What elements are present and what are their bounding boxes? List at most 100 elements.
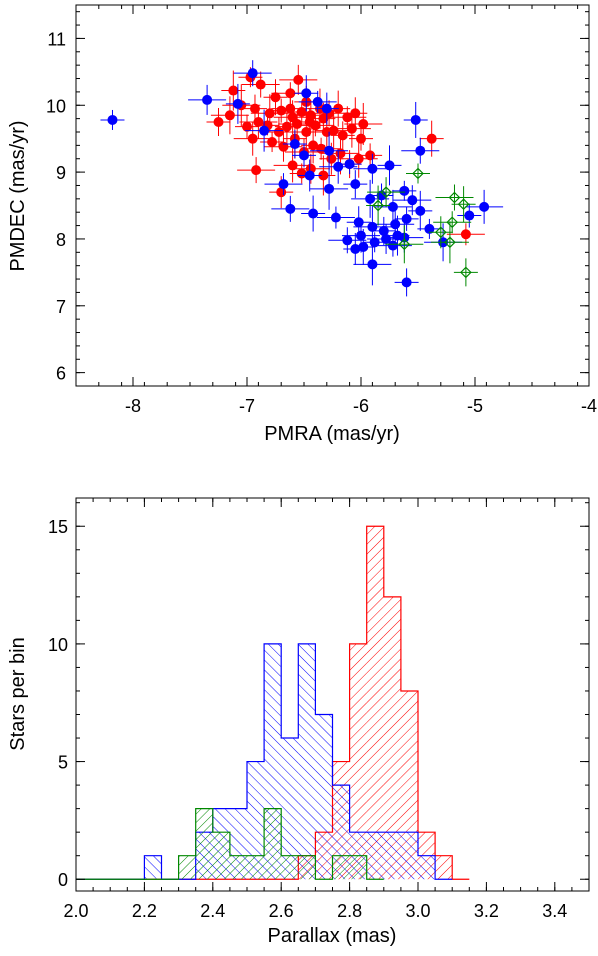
histogram-bar <box>247 761 265 880</box>
x-tick-label: 2.6 <box>269 901 294 921</box>
data-point <box>390 219 401 230</box>
data-point <box>372 199 384 212</box>
data-point <box>270 92 281 103</box>
histogram-bar <box>195 808 213 880</box>
data-point <box>242 121 252 132</box>
y-tick-label: 0 <box>58 870 68 890</box>
histogram-bar <box>178 855 196 880</box>
data-point <box>350 243 361 254</box>
histogram-bar <box>435 855 453 880</box>
data-point <box>350 108 361 119</box>
y-tick-label: 6 <box>56 364 66 384</box>
data-point <box>358 118 369 129</box>
data-point <box>293 74 304 85</box>
data-point <box>384 160 395 171</box>
data-point <box>448 191 461 204</box>
y-axis-ticks: 6 7 8 9 10 11 <box>46 11 589 384</box>
y-axis-ticks: 0 5 10 15 <box>48 502 589 890</box>
data-point <box>301 127 312 137</box>
data-point <box>412 167 424 180</box>
histogram-bar <box>349 643 367 880</box>
data-point <box>202 94 213 105</box>
data-point <box>247 133 258 144</box>
data-point <box>457 198 470 211</box>
data-point <box>333 161 344 172</box>
data-point <box>278 179 289 190</box>
x-tick-label: 2.8 <box>337 901 362 921</box>
data-point <box>444 236 456 249</box>
data-point <box>255 79 266 90</box>
x-axis-label: Parallax (mas) <box>268 925 397 947</box>
data-point <box>304 116 315 127</box>
data-point <box>312 96 323 107</box>
data-point <box>381 233 392 244</box>
x-axis-ticks: 2.0 2.2 2.4 2.6 2.8 3.0 3.2 3.4 <box>63 498 590 921</box>
histogram-bar <box>349 855 367 880</box>
data-point <box>107 114 118 125</box>
histogram-bar <box>366 832 384 880</box>
histogram-outline <box>76 643 453 880</box>
histogram-bar <box>332 855 350 880</box>
histogram-outline <box>76 808 384 880</box>
data-point <box>410 114 421 125</box>
data-point <box>285 203 296 214</box>
data-point <box>321 103 332 114</box>
data-point <box>398 238 411 251</box>
data-point <box>479 201 490 212</box>
y-axis-label: Stars per bin <box>7 637 29 750</box>
histogram-bar <box>298 643 316 880</box>
data-point <box>253 116 264 127</box>
histogram-bar <box>212 832 230 880</box>
data-point <box>387 240 398 251</box>
data-point <box>304 170 315 181</box>
data-point <box>299 150 309 161</box>
data-point <box>308 140 319 151</box>
data-point <box>292 118 303 129</box>
x-tick-label: -5 <box>467 396 483 416</box>
histogram-bar <box>418 855 436 880</box>
data-point <box>415 145 426 156</box>
data-point <box>228 85 239 96</box>
data-point <box>273 127 284 137</box>
histogram-bar <box>315 714 333 880</box>
data-point <box>318 170 329 181</box>
histogram-bars <box>76 525 470 880</box>
histogram-bar <box>298 855 316 880</box>
histogram-bar <box>281 738 299 880</box>
data-point <box>434 226 447 239</box>
y-tick-label: 15 <box>48 517 68 537</box>
histogram-bar <box>247 855 265 880</box>
data-point <box>356 133 366 144</box>
data-point <box>318 113 329 124</box>
y-tick-label: 8 <box>56 230 66 250</box>
data-point <box>296 106 307 117</box>
data-point <box>365 150 376 161</box>
data-point <box>259 125 270 136</box>
x-tick-label: 3.2 <box>474 901 499 921</box>
data-point <box>367 163 378 174</box>
data-point <box>289 139 300 150</box>
histogram-bar <box>383 596 401 880</box>
plot-frame <box>75 4 590 387</box>
scatter-points <box>100 60 504 297</box>
data-point <box>224 110 235 121</box>
data-point <box>249 103 260 114</box>
data-point <box>367 221 378 232</box>
histogram-bar <box>229 855 247 880</box>
data-point <box>232 98 243 109</box>
data-point <box>424 223 435 234</box>
data-point <box>346 123 357 134</box>
y-tick-label: 10 <box>48 635 68 655</box>
data-point <box>335 148 346 159</box>
data-point <box>213 116 224 127</box>
histogram-bar <box>400 832 418 880</box>
y-tick-label: 7 <box>56 297 66 317</box>
data-point <box>308 208 319 219</box>
data-point <box>344 159 355 170</box>
x-tick-label: -7 <box>239 396 255 416</box>
data-point <box>247 68 258 79</box>
data-point <box>285 103 296 114</box>
data-point <box>380 186 392 199</box>
data-point <box>278 141 289 152</box>
histogram-bar <box>366 526 384 880</box>
